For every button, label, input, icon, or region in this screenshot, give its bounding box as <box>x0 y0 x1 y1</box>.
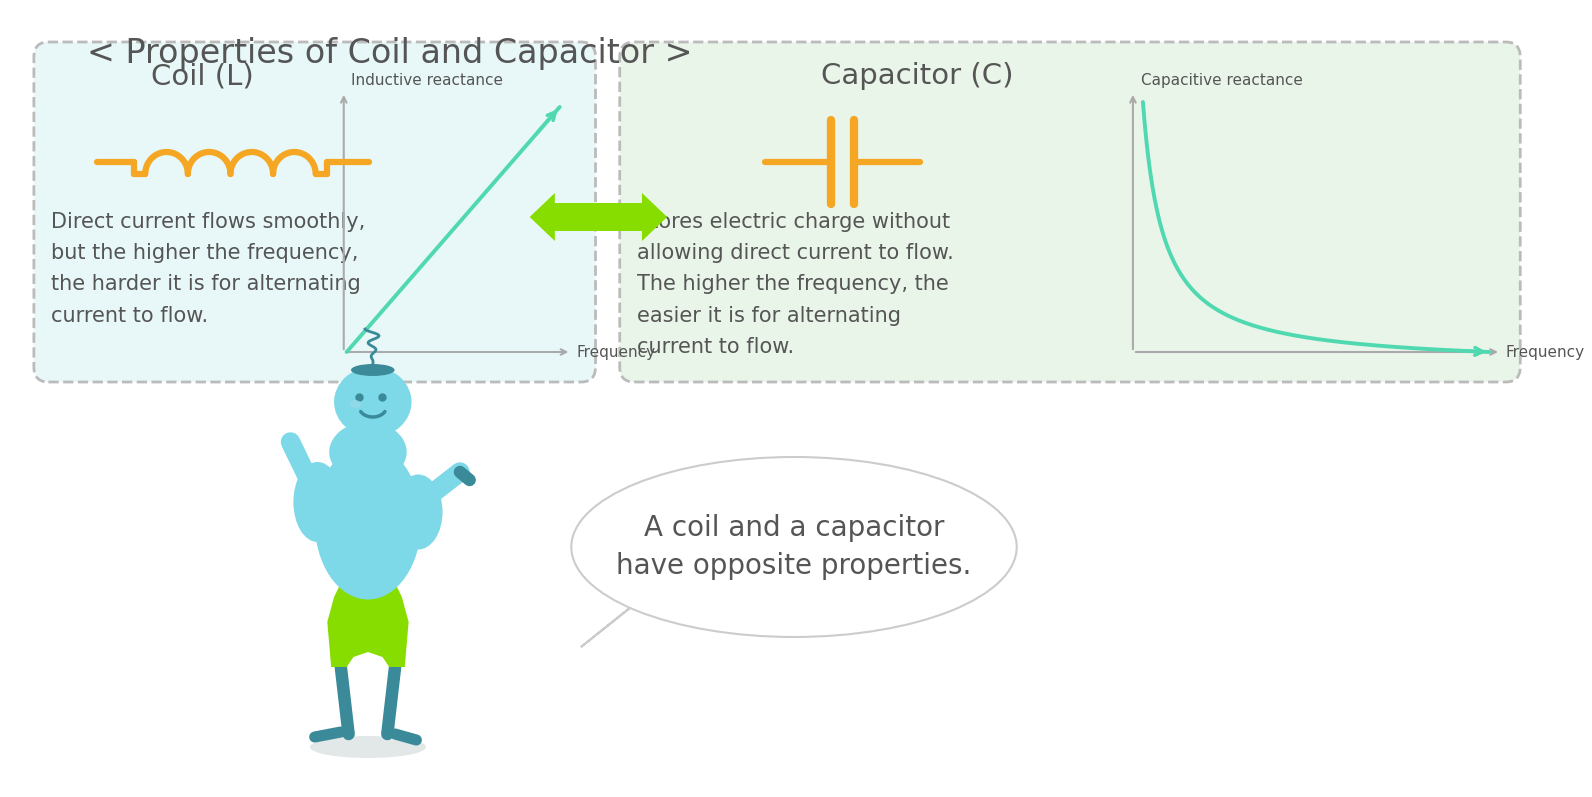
Text: Coil (L): Coil (L) <box>151 62 253 90</box>
Polygon shape <box>581 577 669 647</box>
Polygon shape <box>643 577 673 605</box>
Ellipse shape <box>334 367 411 437</box>
Ellipse shape <box>293 462 342 542</box>
Text: Capacitive reactance: Capacitive reactance <box>1141 73 1302 88</box>
Text: Capacitor (C): Capacitor (C) <box>820 62 1013 90</box>
Text: Frequency: Frequency <box>576 344 656 359</box>
Polygon shape <box>530 193 667 241</box>
Ellipse shape <box>330 422 406 482</box>
Text: Stores electric charge without
allowing direct current to flow.
The higher the f: Stores electric charge without allowing … <box>637 212 954 357</box>
FancyBboxPatch shape <box>619 42 1520 382</box>
Ellipse shape <box>572 457 1017 637</box>
Polygon shape <box>328 582 409 667</box>
Ellipse shape <box>350 400 361 408</box>
Ellipse shape <box>395 474 443 549</box>
Ellipse shape <box>310 736 427 758</box>
Text: A coil and a capacitor
have opposite properties.: A coil and a capacitor have opposite pro… <box>616 513 971 580</box>
Text: Frequency: Frequency <box>1506 344 1586 359</box>
Ellipse shape <box>350 364 395 376</box>
FancyBboxPatch shape <box>33 42 595 382</box>
Text: < Properties of Coil and Capacitor >: < Properties of Coil and Capacitor > <box>88 37 693 70</box>
Ellipse shape <box>315 445 422 599</box>
Text: Inductive reactance: Inductive reactance <box>352 73 503 88</box>
Text: Direct current flows smoothly,
but the higher the frequency,
the harder it is fo: Direct current flows smoothly, but the h… <box>51 212 366 326</box>
